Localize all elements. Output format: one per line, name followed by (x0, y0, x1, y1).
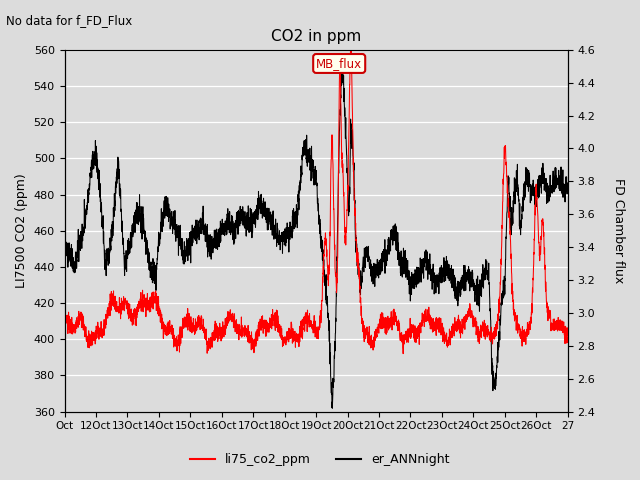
Legend: li75_co2_ppm, er_ANNnight: li75_co2_ppm, er_ANNnight (186, 448, 454, 471)
Y-axis label: LI7500 CO2 (ppm): LI7500 CO2 (ppm) (15, 173, 28, 288)
Text: No data for f_FD_Flux: No data for f_FD_Flux (6, 14, 132, 27)
Title: CO2 in ppm: CO2 in ppm (271, 29, 361, 44)
Y-axis label: FD Chamber flux: FD Chamber flux (612, 178, 625, 283)
Text: MB_flux: MB_flux (316, 57, 362, 70)
